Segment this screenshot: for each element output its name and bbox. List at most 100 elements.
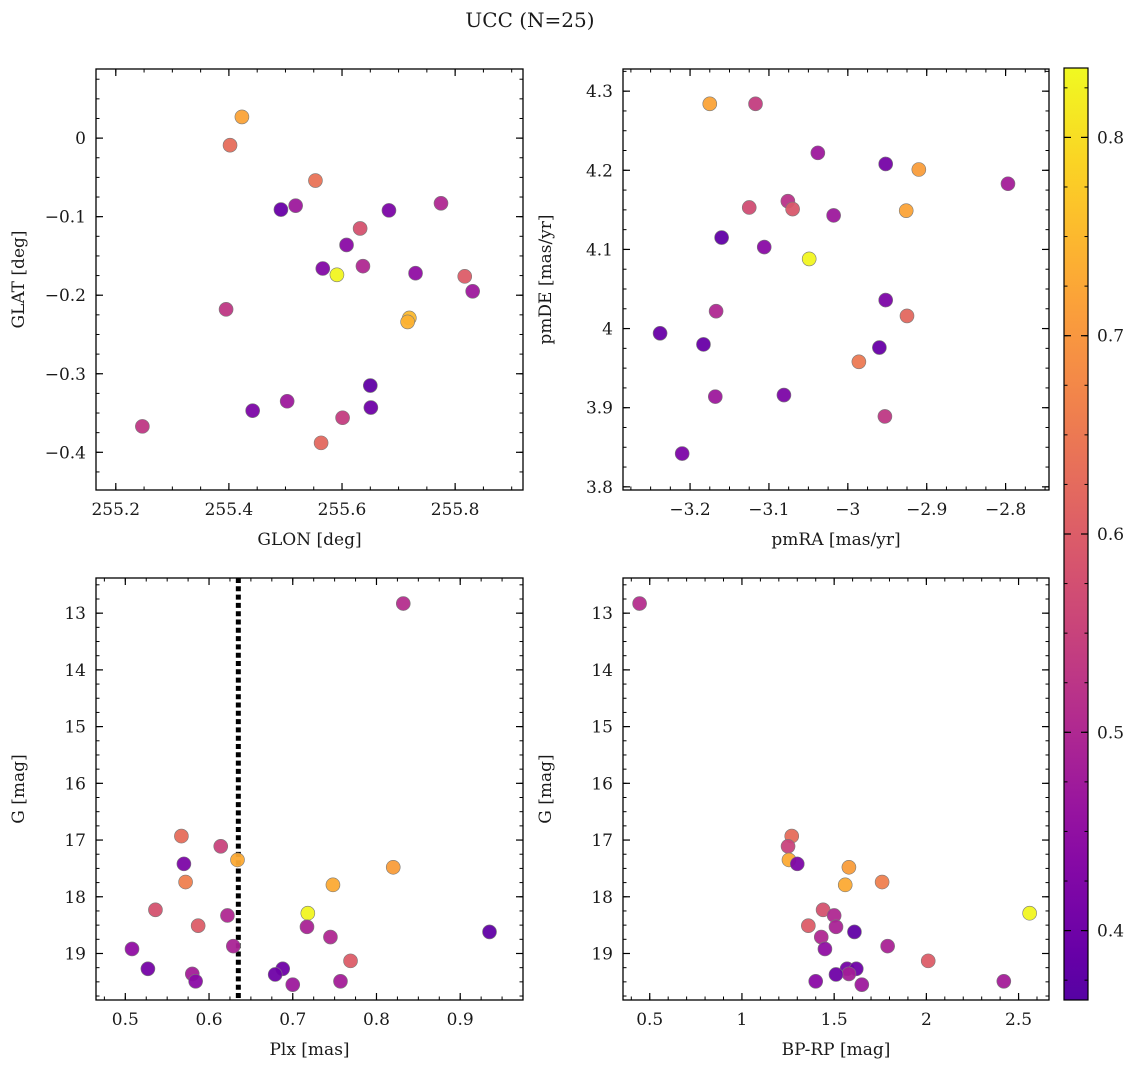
data-point: [188, 973, 203, 989]
y-tick-label: 16: [591, 774, 613, 794]
data-point: [279, 393, 295, 409]
data-point: [826, 208, 841, 223]
data-point: [756, 239, 772, 255]
data-point: [408, 265, 423, 281]
plot-frame: [622, 68, 1050, 491]
panel-glon-glat: 255.2 255.4 255.6 255.8 0 −0.1 −0.2 −0.3 −0.4 GLO…: [9, 68, 524, 550]
data-point: [714, 230, 729, 245]
x-tick-label: 2.5: [1005, 1010, 1032, 1030]
data-point: [801, 251, 817, 267]
x-tick-label: 0.6: [196, 1010, 223, 1030]
data-point: [323, 929, 338, 945]
x-tick-label: −3: [835, 500, 860, 520]
y-tick-label: 14: [64, 661, 86, 681]
x-tick-label: −3.2: [669, 500, 710, 520]
y-tick-label: 18: [64, 888, 86, 908]
x-tick-label: 0.8: [363, 1010, 390, 1030]
panels: 255.2 255.4 255.6 255.8 0 −0.1 −0.2 −0.3 −0.4 GLO…: [9, 68, 1050, 1060]
data-point: [1000, 176, 1016, 192]
data-point: [363, 400, 379, 415]
data-point: [273, 202, 289, 217]
data-point: [741, 200, 757, 215]
data-point: [899, 308, 915, 324]
x-tick-label: 0.5: [112, 1010, 139, 1030]
data-point: [702, 96, 718, 112]
data-point: [245, 403, 260, 418]
y-tick-label: 19: [591, 944, 613, 964]
data-point: [140, 961, 156, 977]
y-tick-label: −0.4: [45, 443, 86, 463]
data-point: [362, 378, 378, 393]
x-axis-label: BP-RP [mag]: [782, 1040, 891, 1060]
data-point: [696, 337, 711, 352]
data-point: [789, 856, 805, 872]
data-point: [300, 905, 316, 921]
colorbar-tick-label: 0.7: [1097, 327, 1124, 347]
data-point: [708, 303, 724, 319]
data-point: [632, 596, 647, 611]
data-point: [780, 838, 796, 854]
x-tick-label: 255.2: [91, 500, 140, 520]
y-tick-label: 4.2: [586, 161, 613, 181]
data-point: [911, 162, 927, 177]
y-tick-label: 3.9: [586, 399, 613, 419]
x-tick-label: 0.5: [636, 1010, 663, 1030]
x-tick-label: 0.7: [279, 1010, 306, 1030]
y-tick-label: 15: [591, 718, 613, 738]
data-point: [482, 924, 497, 940]
data-point: [457, 269, 473, 284]
y-tick-label: 19: [64, 944, 86, 964]
y-tick-label: 4.1: [586, 240, 613, 260]
y-tick-label: 15: [64, 718, 86, 738]
colorbar-tick-label: 0.4: [1097, 922, 1124, 942]
y-tick-label: 4.3: [586, 82, 613, 102]
data-point: [841, 966, 857, 982]
data-point: [124, 941, 140, 957]
colorbar-tick-label: 0.6: [1097, 525, 1124, 545]
x-axis-label: Plx [mas]: [269, 1040, 349, 1060]
data-point: [220, 908, 235, 923]
data-point: [190, 918, 206, 933]
y-axis-label: GLAT [deg]: [9, 230, 29, 328]
data-point: [385, 859, 401, 875]
data-point: [872, 340, 887, 355]
x-tick-label: 1: [737, 1010, 748, 1030]
data-point: [267, 967, 283, 982]
data-point: [898, 203, 914, 218]
y-tick-label: 17: [64, 831, 86, 851]
x-axis-label: GLON [deg]: [257, 530, 361, 550]
data-point: [234, 109, 250, 125]
data-point: [395, 596, 411, 611]
y-tick-label: −0.2: [45, 286, 86, 306]
y-axis-label: pmDE [mas/yr]: [536, 214, 556, 344]
y-tick-label: −0.3: [45, 365, 86, 385]
data-point: [285, 977, 301, 992]
data-point: [299, 919, 315, 935]
data-point: [148, 902, 163, 918]
y-tick-label: 0: [75, 129, 86, 149]
data-point: [222, 137, 238, 153]
data-point: [652, 326, 668, 341]
x-axis-label: pmRA [mas/yr]: [771, 530, 900, 550]
data-point: [333, 973, 348, 989]
data-point: [1022, 905, 1037, 921]
data-point: [230, 852, 245, 868]
data-point: [315, 261, 331, 276]
figure-title: UCC (N=25): [465, 8, 594, 32]
data-point: [851, 354, 867, 370]
data-point: [874, 874, 890, 890]
data-point: [828, 919, 844, 935]
x-tick-label: 1.5: [821, 1010, 848, 1030]
data-point: [748, 96, 763, 112]
data-point: [329, 267, 345, 283]
data-point: [174, 828, 189, 844]
data-point: [313, 435, 329, 451]
data-point: [878, 292, 894, 308]
x-tick-label: 255.6: [318, 500, 367, 520]
data-point: [996, 973, 1012, 989]
plot-frame: [622, 577, 1050, 1001]
data-point: [288, 198, 303, 213]
data-point: [226, 938, 241, 954]
y-tick-label: 17: [591, 831, 613, 851]
